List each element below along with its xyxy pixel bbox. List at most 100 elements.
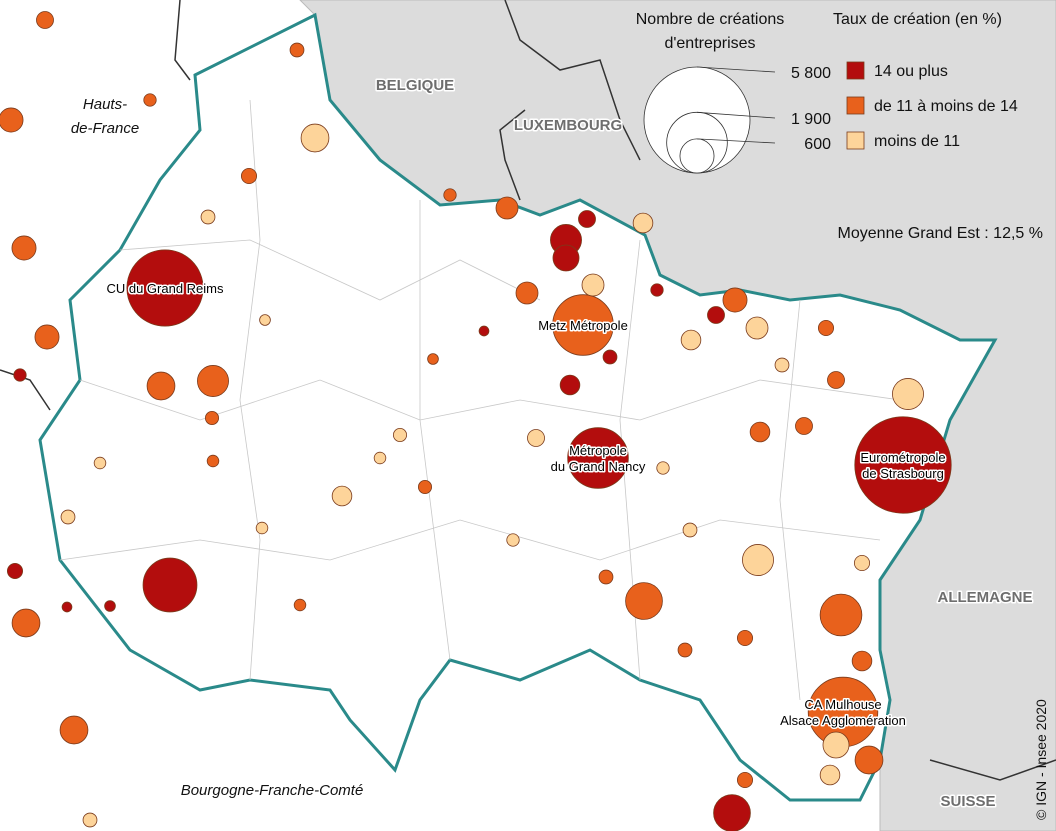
bubble [552,294,614,356]
place-label: Alsace Agglomération [780,713,906,728]
bubble [443,188,457,202]
bubble [722,287,748,313]
bubble [0,107,24,133]
bubble [143,93,157,107]
bubble [82,812,98,828]
bubble [515,281,539,305]
bubble [331,485,353,507]
bubble [827,371,845,389]
internal-borders [59,99,901,701]
legend-class-label: moins de 11 [874,133,960,150]
bubble [819,593,863,637]
bubble [822,731,850,759]
bubble [506,533,520,547]
bubble [13,368,27,382]
legend-leader [696,138,776,144]
bubble [417,479,433,495]
place-label: CU du Grand Reims [106,281,224,296]
bubble [625,582,663,620]
bubble [11,235,37,261]
bubble [34,324,60,350]
bubble [892,378,924,410]
bubble [680,329,702,351]
bubble [59,715,89,745]
legend-size-label: 1 900 [791,111,831,128]
bubble [656,461,670,475]
bubble [774,357,790,373]
country-label: BELGIQUE [376,77,454,94]
bubble [11,608,41,638]
place-label: Metz Métropole [538,318,628,333]
bubble [578,210,596,228]
bubble [146,371,176,401]
bubble [819,764,841,786]
bubble [602,349,618,365]
bubble [495,196,519,220]
legend-size-label: 5 800 [791,65,831,82]
bubble [61,601,73,613]
bubble [713,794,751,831]
region-label: Bourgogne-Franche-Comté [181,782,364,799]
bubble [204,410,220,426]
bubble [854,416,952,514]
region-label: de-France [71,120,139,137]
legend-size-title: d'entreprises [664,35,755,52]
place-label: Métropole [569,443,627,458]
place-label: CA Mulhouse [804,697,881,712]
bubble [259,314,271,326]
legend-class-label: de 11 à moins de 14 [874,98,1018,115]
bubble [126,249,204,327]
legend-size-title: Nombre de créations [636,11,785,28]
bubble [552,244,580,272]
legend-leader [696,111,776,119]
bubble [427,353,439,365]
bubble [736,771,754,789]
region-label: Hauts- [83,96,127,113]
bubble [527,429,545,447]
average-note: Moyenne Grand Est : 12,5 % [838,225,1043,242]
bubble [300,123,330,153]
place-label: du Grand Nancy [551,459,646,474]
bubble [745,316,769,340]
bubble [392,427,408,443]
bubble [293,598,307,612]
bubble [854,745,884,775]
country-label: SUISSE [940,793,995,810]
place-label: Eurométropole [860,450,945,465]
bubble [36,11,54,29]
bubble [853,554,871,572]
bubble [567,427,629,489]
country-label: ALLEMAGNE [938,589,1033,606]
legend-color-title: Taux de création (en %) [833,11,1002,28]
bubble [632,212,654,234]
bubble [240,167,258,185]
bubble [142,557,198,613]
bubble [60,509,76,525]
bubble [373,451,387,465]
bubble [478,325,490,337]
bubble [104,600,116,612]
legend-swatch [846,131,865,150]
bubble [795,417,813,435]
country-label: LUXEMBOURG [514,117,622,134]
bubble [6,562,24,580]
bubble [707,306,725,324]
borders [0,0,1056,781]
bubble [559,374,581,396]
bubble [650,283,664,297]
place-label: de Strasbourg [862,466,944,481]
bubble [682,522,698,538]
bubble [255,521,269,535]
bubble [206,454,220,468]
legend-size-circle [679,138,715,174]
legend-swatch [846,96,865,115]
bubble [749,421,771,443]
grand-est-region [38,12,998,802]
legend-size-label: 600 [804,136,831,153]
bubble [581,273,605,297]
bubble [200,209,216,225]
bubble [851,650,873,672]
bubble [677,642,693,658]
